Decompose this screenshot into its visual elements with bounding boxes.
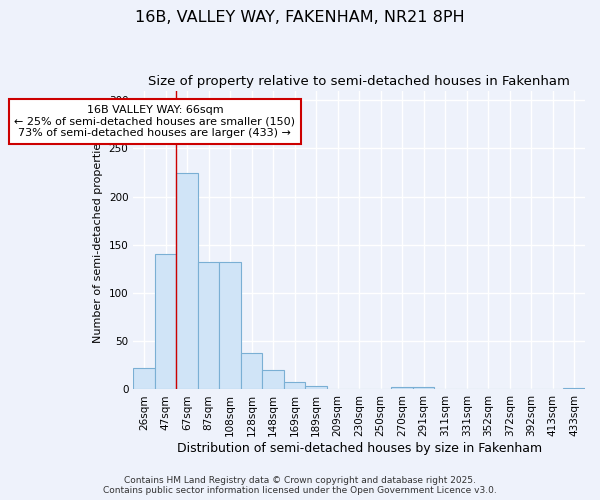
Bar <box>305 386 327 390</box>
Bar <box>176 172 198 390</box>
Bar <box>563 388 585 390</box>
Bar <box>262 370 284 390</box>
Text: Contains HM Land Registry data © Crown copyright and database right 2025.
Contai: Contains HM Land Registry data © Crown c… <box>103 476 497 495</box>
Bar <box>198 262 220 390</box>
Text: 16B, VALLEY WAY, FAKENHAM, NR21 8PH: 16B, VALLEY WAY, FAKENHAM, NR21 8PH <box>135 10 465 25</box>
Bar <box>241 353 262 390</box>
Bar <box>220 262 241 390</box>
Y-axis label: Number of semi-detached properties: Number of semi-detached properties <box>93 137 103 343</box>
X-axis label: Distribution of semi-detached houses by size in Fakenham: Distribution of semi-detached houses by … <box>176 442 542 455</box>
Text: 16B VALLEY WAY: 66sqm
← 25% of semi-detached houses are smaller (150)
73% of sem: 16B VALLEY WAY: 66sqm ← 25% of semi-deta… <box>14 105 295 138</box>
Bar <box>391 386 413 390</box>
Bar <box>155 254 176 390</box>
Bar <box>284 382 305 390</box>
Bar <box>133 368 155 390</box>
Bar <box>413 386 434 390</box>
Title: Size of property relative to semi-detached houses in Fakenham: Size of property relative to semi-detach… <box>148 75 570 88</box>
